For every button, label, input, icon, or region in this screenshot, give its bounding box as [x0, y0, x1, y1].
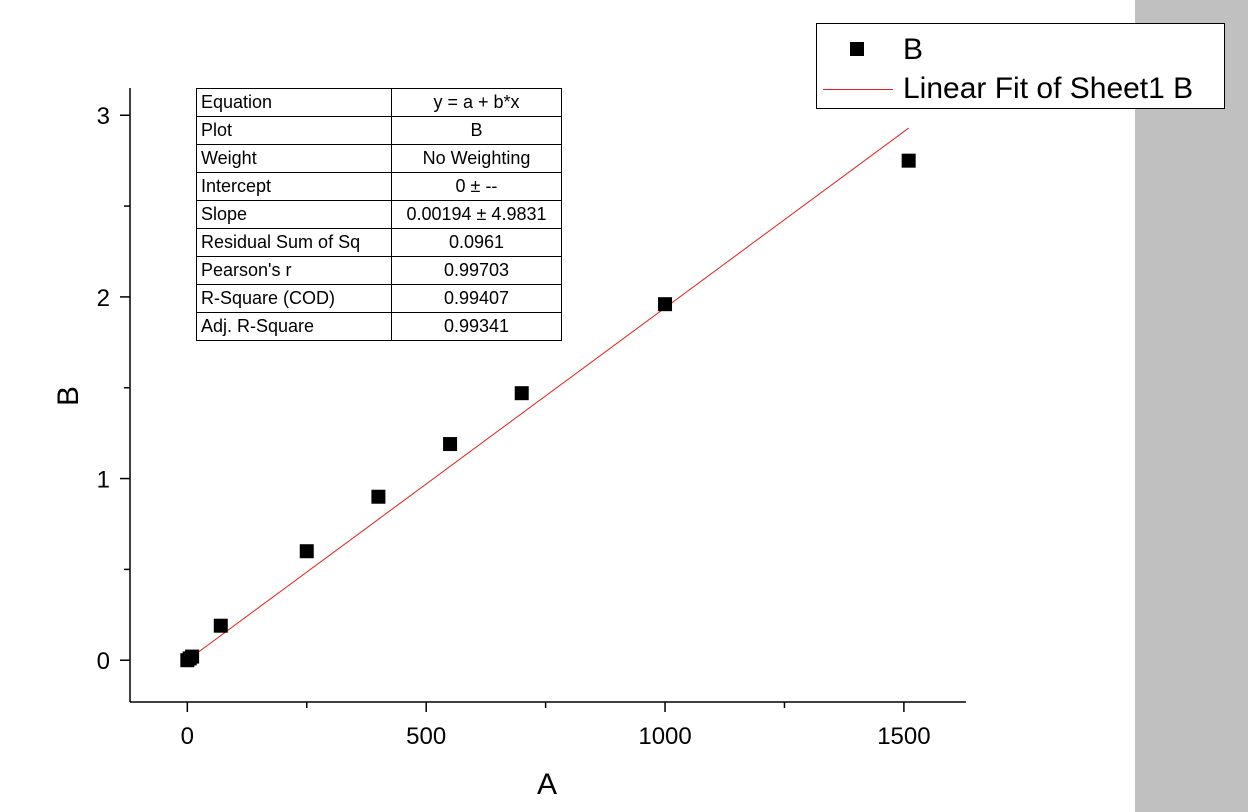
- data-point: [658, 297, 673, 312]
- data-point: [443, 437, 458, 452]
- stats-label: Plot: [196, 116, 392, 145]
- stats-value: 0.99703: [391, 256, 562, 285]
- points-layer: [180, 153, 916, 668]
- stats-row: Pearson's r 0.99703: [196, 256, 562, 285]
- legend: B Linear Fit of Sheet1 B: [816, 23, 1225, 109]
- stats-row: Weight No Weighting: [196, 144, 562, 173]
- y-tick-label: 2: [97, 285, 110, 312]
- stats-row: Plot B: [196, 116, 562, 145]
- stats-value: y = a + b*x: [391, 88, 562, 117]
- stats-value: 0 ± --: [391, 172, 562, 201]
- x-tick-label: 1500: [877, 723, 930, 750]
- legend-entry-fit: Linear Fit of Sheet1 B: [817, 69, 1224, 109]
- stats-row: Residual Sum of Sq 0.0961: [196, 228, 562, 257]
- stats-label: Pearson's r: [196, 256, 392, 285]
- stats-value: No Weighting: [391, 144, 562, 173]
- data-point: [371, 489, 386, 504]
- stats-label: Slope: [196, 200, 392, 229]
- stats-row: Adj. R-Square 0.99341: [196, 312, 562, 341]
- data-point: [185, 649, 200, 664]
- stats-row: Intercept 0 ± --: [196, 172, 562, 201]
- right-gutter-panel: [1135, 0, 1248, 812]
- legend-label-fit: Linear Fit of Sheet1 B: [903, 72, 1194, 105]
- data-point: [213, 618, 228, 633]
- data-point: [299, 544, 314, 559]
- stats-label: Equation: [196, 88, 392, 117]
- fit-line-layer: [187, 127, 909, 661]
- legend-line-marker: [823, 89, 893, 90]
- x-axis-title: A: [537, 768, 557, 801]
- y-tick-label: 3: [97, 103, 110, 130]
- stats-row: Slope 0.00194 ± 4.9831: [196, 200, 562, 229]
- x-tick-label: 500: [406, 723, 446, 750]
- linear-fit-stats-table: Equation y = a + b*x Plot B Weight No Weighti…: [196, 88, 562, 341]
- linear-fit-line: [187, 127, 909, 661]
- legend-entry-points: B: [817, 30, 1224, 70]
- stats-label: Intercept: [196, 172, 392, 201]
- x-tick-label: 1000: [638, 723, 691, 750]
- stats-label: Weight: [196, 144, 392, 173]
- stats-value: 0.99407: [391, 284, 562, 313]
- stats-value: 0.00194 ± 4.9831: [391, 200, 562, 229]
- data-point: [514, 386, 529, 401]
- y-axis-title: B: [52, 386, 85, 406]
- legend-square-marker: [850, 42, 864, 56]
- data-point: [901, 153, 916, 168]
- stats-label: Residual Sum of Sq: [196, 228, 392, 257]
- stats-row: R-Square (COD) 0.99407: [196, 284, 562, 313]
- stats-label: Adj. R-Square: [196, 312, 392, 341]
- stats-row: Equation y = a + b*x: [196, 88, 562, 117]
- y-tick-label: 0: [97, 648, 110, 675]
- legend-label-points: B: [903, 33, 924, 66]
- stats-value: 0.0961: [391, 228, 562, 257]
- x-tick-label: 0: [181, 723, 194, 750]
- stats-value: 0.99341: [391, 312, 562, 341]
- stats-value: B: [391, 116, 562, 145]
- y-tick-label: 1: [97, 467, 110, 494]
- axes: 0 500 1000 1500 0 1 2 3: [97, 88, 966, 750]
- stats-label: R-Square (COD): [196, 284, 392, 313]
